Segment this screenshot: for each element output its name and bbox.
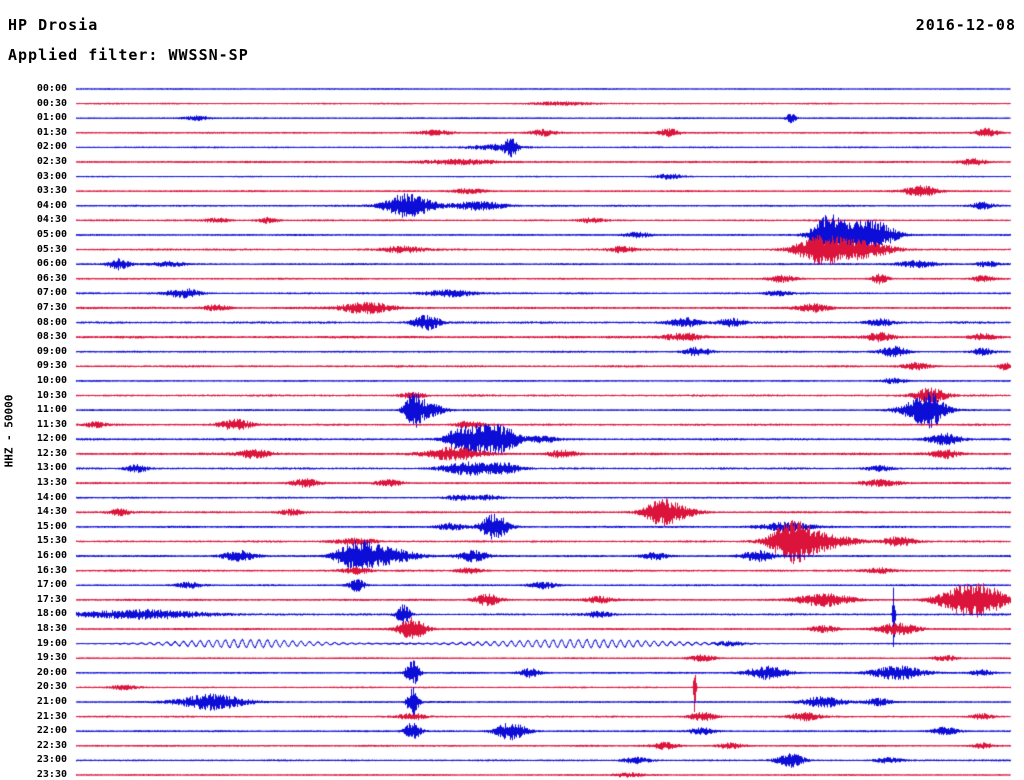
time-label: 16:00 <box>36 550 67 562</box>
time-label: 08:30 <box>36 331 67 343</box>
time-label: 04:00 <box>36 199 67 211</box>
time-label: 09:00 <box>36 345 67 357</box>
time-label: 14:30 <box>36 506 67 518</box>
time-label: 12:00 <box>36 433 67 445</box>
time-label: 21:30 <box>36 710 67 722</box>
time-label: 14:00 <box>36 491 67 503</box>
time-label: 03:30 <box>36 185 67 197</box>
time-label: 11:30 <box>36 418 67 430</box>
time-label: 10:30 <box>36 389 67 401</box>
time-label-column: 00:00 00:30 01:00 01:30 02:00 02:30 03:00 03:30… <box>0 0 70 780</box>
time-label: 23:00 <box>36 754 67 766</box>
time-label: 13:00 <box>36 462 67 474</box>
time-label: 17:00 <box>36 579 67 591</box>
time-label: 10:00 <box>36 374 67 386</box>
time-label: 12:30 <box>36 447 67 459</box>
time-label: 17:30 <box>36 593 67 605</box>
time-label: 15:30 <box>36 535 67 547</box>
time-label: 08:00 <box>36 316 67 328</box>
time-label: 06:00 <box>36 258 67 270</box>
time-label: 22:30 <box>36 739 67 751</box>
time-label: 00:00 <box>36 83 67 94</box>
time-label: 02:30 <box>36 155 67 167</box>
time-label: 02:00 <box>36 141 67 153</box>
time-label: 01:30 <box>36 126 67 138</box>
time-label: 21:00 <box>36 696 67 708</box>
time-label: 19:30 <box>36 652 67 664</box>
time-label: 04:30 <box>36 214 67 226</box>
station-title: HP Drosia <box>8 16 99 34</box>
time-label: 20:00 <box>36 666 67 678</box>
filter-label: Applied filter: WWSSN-SP <box>8 46 249 64</box>
time-label: 05:30 <box>36 243 67 255</box>
time-label: 01:00 <box>36 112 67 124</box>
time-label: 07:00 <box>36 287 67 299</box>
time-label: 09:30 <box>36 360 67 372</box>
time-label: 18:30 <box>36 623 67 635</box>
time-label: 15:00 <box>36 520 67 532</box>
time-label: 05:00 <box>36 228 67 240</box>
time-label: 07:30 <box>36 301 67 313</box>
time-label: 18:00 <box>36 608 67 620</box>
time-label: 20:30 <box>36 681 67 693</box>
time-label: 06:30 <box>36 272 67 284</box>
time-label: 03:00 <box>36 170 67 182</box>
time-label: 11:00 <box>36 404 67 416</box>
time-label: 16:30 <box>36 564 67 576</box>
time-label: 00:30 <box>36 97 67 109</box>
time-label: 19:00 <box>36 637 67 649</box>
date-label: 2016-12-08 <box>915 16 1016 34</box>
time-label: 23:30 <box>36 769 67 780</box>
time-label: 22:00 <box>36 725 67 737</box>
time-label: 13:30 <box>36 477 67 489</box>
